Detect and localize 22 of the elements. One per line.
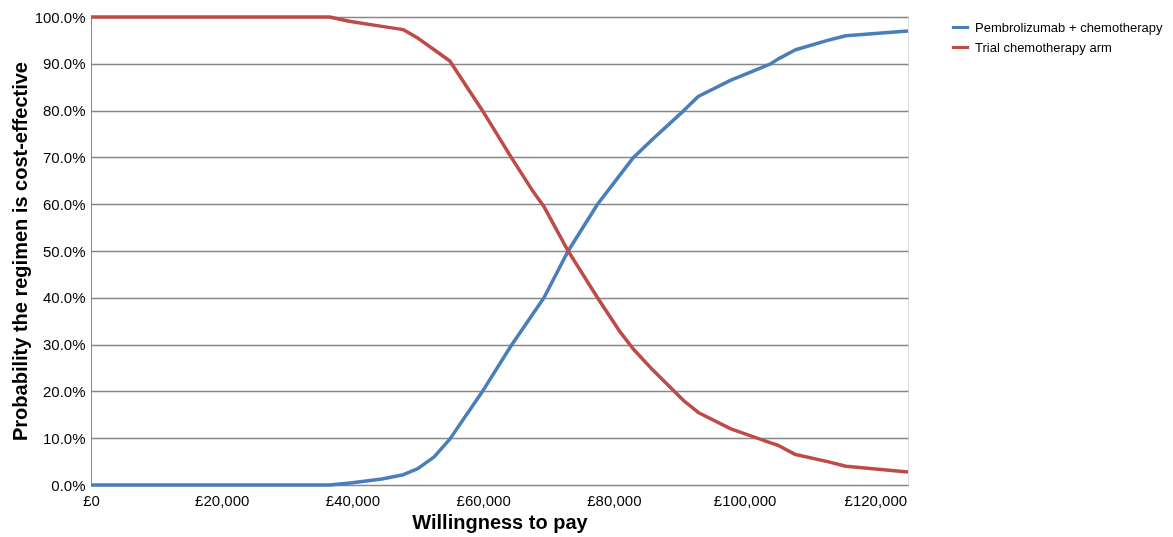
x-axis-title: Willingness to pay	[412, 510, 589, 533]
y-tick-label: 20.0%	[42, 382, 86, 400]
x-tick-label: £20,000	[195, 491, 250, 509]
y-tick-label: 30.0%	[42, 336, 86, 354]
y-tick-label: 100.0%	[34, 8, 86, 26]
legend-label: Trial chemotherapy arm	[975, 39, 1112, 55]
x-tick-label: £80,000	[587, 491, 642, 509]
y-tick-label: 70.0%	[42, 148, 86, 166]
y-axis-title: Probability the regimen is cost-effective	[8, 62, 31, 441]
x-tick-label: £0	[83, 491, 100, 509]
y-tick-label: 0.0%	[51, 476, 86, 494]
y-tick-label: 60.0%	[42, 195, 86, 213]
y-tick-label: 80.0%	[42, 102, 86, 120]
y-tick-label: 90.0%	[42, 55, 86, 73]
y-tick-label: 10.0%	[42, 429, 86, 447]
x-tick-label: £120,000	[844, 491, 908, 509]
x-tick-label: £100,000	[713, 491, 777, 509]
y-tick-label: 40.0%	[42, 289, 86, 307]
legend-label: Pembrolizumab + chemotherapy	[975, 19, 1164, 35]
x-tick-label: £40,000	[325, 491, 381, 509]
y-tick-label: 50.0%	[42, 242, 86, 260]
x-tick-label: £60,000	[456, 491, 511, 509]
